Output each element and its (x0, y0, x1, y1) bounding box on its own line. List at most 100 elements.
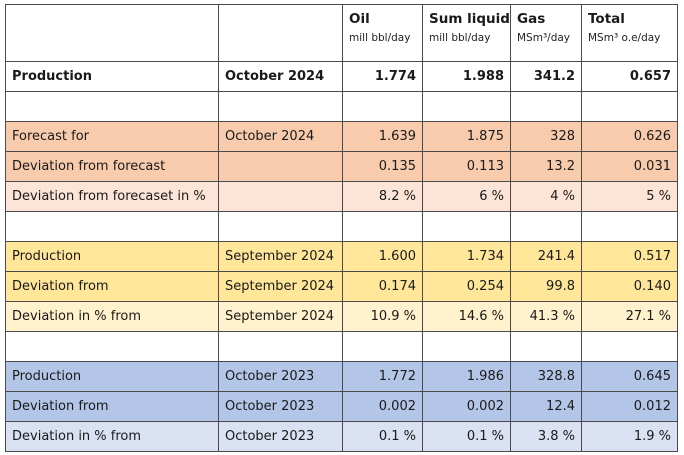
row-period-cell: October 2023 (218, 391, 343, 422)
column-unit-gas: MSm³/day (517, 32, 571, 44)
row-sum-liquid-cell: 6 % (422, 181, 511, 212)
row-period-cell: October 2024 (218, 61, 343, 92)
row-period-cell (218, 331, 343, 362)
table-row: Deviation from forecast 0.135 0.113 13.2 0.0… (5, 151, 678, 182)
header-cell-oil: Oil mill bbl/day (342, 4, 423, 62)
row-sum-liquid-cell: 1.734 (422, 241, 511, 272)
column-title-oil: Oil (349, 11, 370, 27)
row-total-cell: 5 % (581, 181, 678, 212)
row-period-cell (218, 151, 343, 182)
row-sum-liquid-cell: 0.254 (422, 271, 511, 302)
header-row: Oil mill bbl/day Sum liquid mill bbl/day… (5, 4, 678, 62)
row-oil-cell: 0.135 (342, 151, 423, 182)
row-label-cell: Deviation in % from (5, 301, 219, 332)
row-gas-cell: 328 (510, 121, 582, 152)
row-period-cell: October 2023 (218, 361, 343, 392)
row-oil-cell: 0.174 (342, 271, 423, 302)
row-oil-cell: 1.639 (342, 121, 423, 152)
row-label-cell: Deviation from (5, 271, 219, 302)
header-cell-sum-liquid: Sum liquid mill bbl/day (422, 4, 511, 62)
row-total-cell (581, 211, 678, 242)
row-total-cell: 0.140 (581, 271, 678, 302)
row-label-cell: Deviation in % from (5, 421, 219, 452)
row-period-cell: September 2024 (218, 271, 343, 302)
row-sum-liquid-cell: 1.988 (422, 61, 511, 92)
row-period-cell (218, 91, 343, 122)
row-oil-cell: 0.002 (342, 391, 423, 422)
row-oil-cell: 0.1 % (342, 421, 423, 452)
row-total-cell (581, 91, 678, 122)
row-oil-cell (342, 91, 423, 122)
column-title-total: Total (588, 11, 625, 27)
table-row: Deviation from October 2023 0.002 0.002 12.4… (5, 391, 678, 422)
header-cell-period (218, 4, 343, 62)
row-gas-cell: 3.8 % (510, 421, 582, 452)
row-total-cell: 27.1 % (581, 301, 678, 332)
row-label-cell (5, 331, 219, 362)
row-sum-liquid-cell: 1.875 (422, 121, 511, 152)
row-sum-liquid-cell: 0.1 % (422, 421, 511, 452)
row-gas-cell: 12.4 (510, 391, 582, 422)
row-sum-liquid-cell: 1.986 (422, 361, 511, 392)
table-row: Deviation in % from October 2023 0.1 % 0.1 … (5, 421, 678, 452)
row-label-cell: Forecast for (5, 121, 219, 152)
row-total-cell: 0.012 (581, 391, 678, 422)
table-row: Forecast for October 2024 1.639 1.875 328 0.6… (5, 121, 678, 152)
header-cell-total: Total MSm³ o.e/day (581, 4, 678, 62)
column-unit-sum-liquid: mill bbl/day (429, 32, 491, 44)
row-label-cell: Deviation from forecaset in % (5, 181, 219, 212)
row-sum-liquid-cell (422, 331, 511, 362)
column-unit-oil: mill bbl/day (349, 32, 411, 44)
row-sum-liquid-cell (422, 91, 511, 122)
row-period-cell: October 2023 (218, 421, 343, 452)
table-row: Production September 2024 1.600 1.734 241.4 0… (5, 241, 678, 272)
table-row: Deviation in % from September 2024 10.9 % 1… (5, 301, 678, 332)
spacer-row (5, 331, 678, 362)
table-row: Deviation from forecaset in % 8.2 % 6 % 4 %… (5, 181, 678, 212)
row-label-cell (5, 211, 219, 242)
row-label-cell (5, 91, 219, 122)
row-gas-cell: 99.8 (510, 271, 582, 302)
table-row: Deviation from September 2024 0.174 0.254 99… (5, 271, 678, 302)
spacer-row (5, 211, 678, 242)
row-label-cell: Deviation from forecast (5, 151, 219, 182)
row-period-cell: October 2024 (218, 121, 343, 152)
row-total-cell (581, 331, 678, 362)
row-gas-cell (510, 331, 582, 362)
row-sum-liquid-cell: 14.6 % (422, 301, 511, 332)
row-oil-cell (342, 331, 423, 362)
row-period-cell: September 2024 (218, 241, 343, 272)
row-period-cell: September 2024 (218, 301, 343, 332)
row-label-cell: Production (5, 61, 219, 92)
row-period-cell (218, 211, 343, 242)
row-gas-cell: 13.2 (510, 151, 582, 182)
row-gas-cell: 241.4 (510, 241, 582, 272)
row-sum-liquid-cell: 0.002 (422, 391, 511, 422)
header-cell-label (5, 4, 219, 62)
row-total-cell: 0.031 (581, 151, 678, 182)
row-total-cell: 0.645 (581, 361, 678, 392)
column-title-sum-liquid: Sum liquid (429, 11, 510, 27)
spacer-row (5, 91, 678, 122)
row-oil-cell: 1.772 (342, 361, 423, 392)
row-sum-liquid-cell: 0.113 (422, 151, 511, 182)
row-gas-cell: 4 % (510, 181, 582, 212)
column-unit-total: MSm³ o.e/day (588, 32, 661, 44)
row-label-cell: Deviation from (5, 391, 219, 422)
row-total-cell: 0.517 (581, 241, 678, 272)
row-period-cell (218, 181, 343, 212)
row-oil-cell (342, 211, 423, 242)
row-oil-cell: 10.9 % (342, 301, 423, 332)
row-gas-cell (510, 211, 582, 242)
row-label-cell: Production (5, 241, 219, 272)
row-oil-cell: 1.774 (342, 61, 423, 92)
row-gas-cell: 328.8 (510, 361, 582, 392)
production-table: Oil mill bbl/day Sum liquid mill bbl/day… (5, 4, 678, 452)
row-label-cell: Production (5, 361, 219, 392)
table-row: Production October 2023 1.772 1.986 328.8 0.6… (5, 361, 678, 392)
row-total-cell: 1.9 % (581, 421, 678, 452)
header-cell-gas: Gas MSm³/day (510, 4, 582, 62)
row-gas-cell (510, 91, 582, 122)
row-total-cell: 0.626 (581, 121, 678, 152)
row-oil-cell: 1.600 (342, 241, 423, 272)
